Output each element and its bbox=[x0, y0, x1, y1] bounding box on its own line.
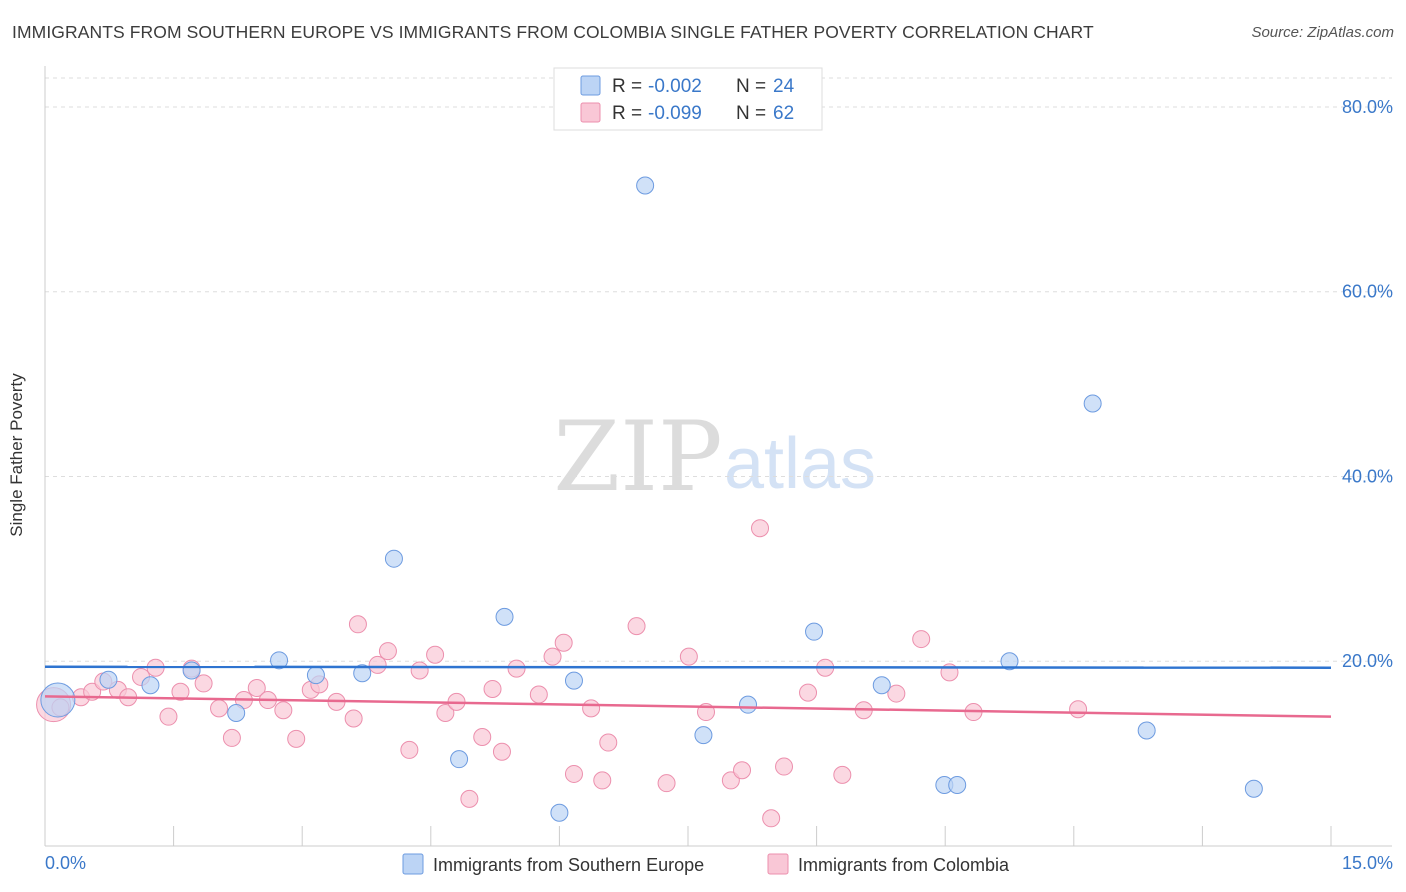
point-pink-61 bbox=[1069, 700, 1088, 719]
point-blue-8 bbox=[384, 549, 403, 568]
point-pink-46 bbox=[679, 647, 698, 666]
point-pink-33 bbox=[473, 727, 492, 746]
tick-labels: 20.0% 40.0% 60.0% 80.0% 0.0% 15.0% bbox=[45, 97, 1393, 873]
point-pink-51 bbox=[762, 809, 781, 828]
point-pink-13 bbox=[210, 699, 229, 718]
watermark-zip: ZIP bbox=[553, 401, 722, 513]
point-pink-14 bbox=[222, 728, 241, 747]
point-blue-11 bbox=[550, 803, 569, 822]
point-pink-39 bbox=[554, 633, 573, 652]
point-pink-44 bbox=[627, 617, 646, 636]
point-blue-15 bbox=[739, 695, 758, 714]
chart-title: IMMIGRANTS FROM SOUTHERN EUROPE VS IMMIG… bbox=[12, 22, 1094, 42]
legend-r-label-1: R = bbox=[612, 76, 642, 97]
point-pink-45 bbox=[657, 774, 676, 793]
correlation-legend: R = -0.002 N = 24 R = -0.099 N = 62 bbox=[553, 67, 823, 131]
point-blue-16 bbox=[805, 622, 824, 641]
y-tick-label-80: 80.0% bbox=[1342, 97, 1393, 117]
point-blue-9 bbox=[450, 750, 469, 769]
point-blue-14 bbox=[694, 726, 713, 745]
point-blue-3 bbox=[182, 661, 201, 680]
point-pink-9 bbox=[159, 707, 178, 726]
point-pink-10 bbox=[171, 682, 190, 701]
point-blue-4 bbox=[227, 703, 246, 722]
point-blue-5 bbox=[270, 651, 289, 670]
point-pink-38 bbox=[543, 647, 562, 666]
point-blue-20 bbox=[1000, 652, 1019, 671]
legend-swatch-pink bbox=[580, 102, 601, 123]
point-pink-43 bbox=[593, 771, 612, 790]
point-pink-50 bbox=[751, 519, 770, 538]
point-pink-35 bbox=[492, 742, 511, 761]
point-pink-28 bbox=[410, 661, 429, 680]
point-blue-21 bbox=[1083, 394, 1102, 413]
legend-n-label-1: N = bbox=[736, 76, 766, 97]
point-pink-29 bbox=[426, 645, 445, 664]
source-credit: Source: ZipAtlas.com bbox=[1251, 24, 1394, 41]
point-pink-18 bbox=[274, 701, 293, 720]
series-southern-europe-points bbox=[40, 176, 1263, 822]
point-pink-30 bbox=[436, 703, 455, 722]
gridlines bbox=[45, 77, 1392, 662]
legend-r-value-2: -0.099 bbox=[648, 103, 702, 124]
point-pink-40 bbox=[564, 764, 583, 783]
point-pink-58 bbox=[912, 630, 931, 649]
point-blue-1 bbox=[99, 670, 118, 689]
y-tick-label-20: 20.0% bbox=[1342, 651, 1393, 671]
point-blue-13 bbox=[636, 176, 655, 195]
trend-line-blue bbox=[44, 665, 1332, 669]
point-blue-10 bbox=[495, 607, 514, 626]
point-pink-42 bbox=[599, 733, 618, 752]
point-pink-52 bbox=[775, 757, 794, 776]
bottom-legend-swatch-pink bbox=[767, 853, 789, 875]
point-blue-12 bbox=[564, 671, 583, 690]
legend-r-label-2: R = bbox=[612, 103, 642, 124]
point-blue-0 bbox=[40, 682, 76, 718]
point-pink-26 bbox=[378, 642, 397, 661]
trend-lines bbox=[44, 665, 1332, 718]
legend-r-value-1: -0.002 bbox=[648, 76, 702, 97]
point-pink-34 bbox=[483, 679, 502, 698]
legend-n-value-1: 24 bbox=[773, 76, 795, 97]
point-pink-32 bbox=[460, 789, 479, 808]
point-pink-16 bbox=[247, 679, 266, 698]
point-pink-25 bbox=[368, 655, 387, 674]
point-pink-24 bbox=[348, 615, 367, 634]
point-pink-36 bbox=[507, 659, 526, 678]
trend-line-pink bbox=[44, 695, 1332, 718]
point-pink-55 bbox=[833, 765, 852, 784]
point-blue-2 bbox=[141, 676, 160, 695]
x-tick-label-max: 15.0% bbox=[1342, 853, 1393, 873]
bottom-legend-label-2: Immigrants from Colombia bbox=[798, 855, 1010, 875]
watermark-atlas: atlas bbox=[724, 424, 876, 504]
y-tick-label-40: 40.0% bbox=[1342, 466, 1393, 486]
point-blue-6 bbox=[306, 666, 325, 685]
point-pink-57 bbox=[887, 684, 906, 703]
point-pink-41 bbox=[582, 699, 601, 718]
point-blue-17 bbox=[872, 676, 891, 695]
point-pink-23 bbox=[344, 709, 363, 728]
point-pink-27 bbox=[400, 740, 419, 759]
watermark: ZIP atlas bbox=[553, 401, 876, 513]
point-pink-19 bbox=[287, 729, 306, 748]
series-legend: Immigrants from Southern Europe Immigran… bbox=[402, 853, 1010, 875]
point-pink-48 bbox=[721, 771, 740, 790]
y-tick-label-60: 60.0% bbox=[1342, 282, 1393, 302]
bottom-legend-label-1: Immigrants from Southern Europe bbox=[433, 855, 704, 875]
point-pink-37 bbox=[529, 685, 548, 704]
legend-n-label-2: N = bbox=[736, 103, 766, 124]
point-blue-19 bbox=[948, 776, 967, 795]
point-blue-22 bbox=[1137, 721, 1156, 740]
point-pink-49 bbox=[733, 761, 752, 780]
legend-n-value-2: 62 bbox=[773, 103, 794, 124]
legend-swatch-blue bbox=[580, 75, 601, 96]
bottom-legend-swatch-blue bbox=[402, 853, 424, 875]
x-tick-label-min: 0.0% bbox=[45, 853, 86, 873]
point-blue-7 bbox=[353, 664, 372, 683]
point-pink-53 bbox=[799, 683, 818, 702]
point-blue-23 bbox=[1244, 779, 1263, 798]
point-pink-12 bbox=[194, 674, 213, 693]
